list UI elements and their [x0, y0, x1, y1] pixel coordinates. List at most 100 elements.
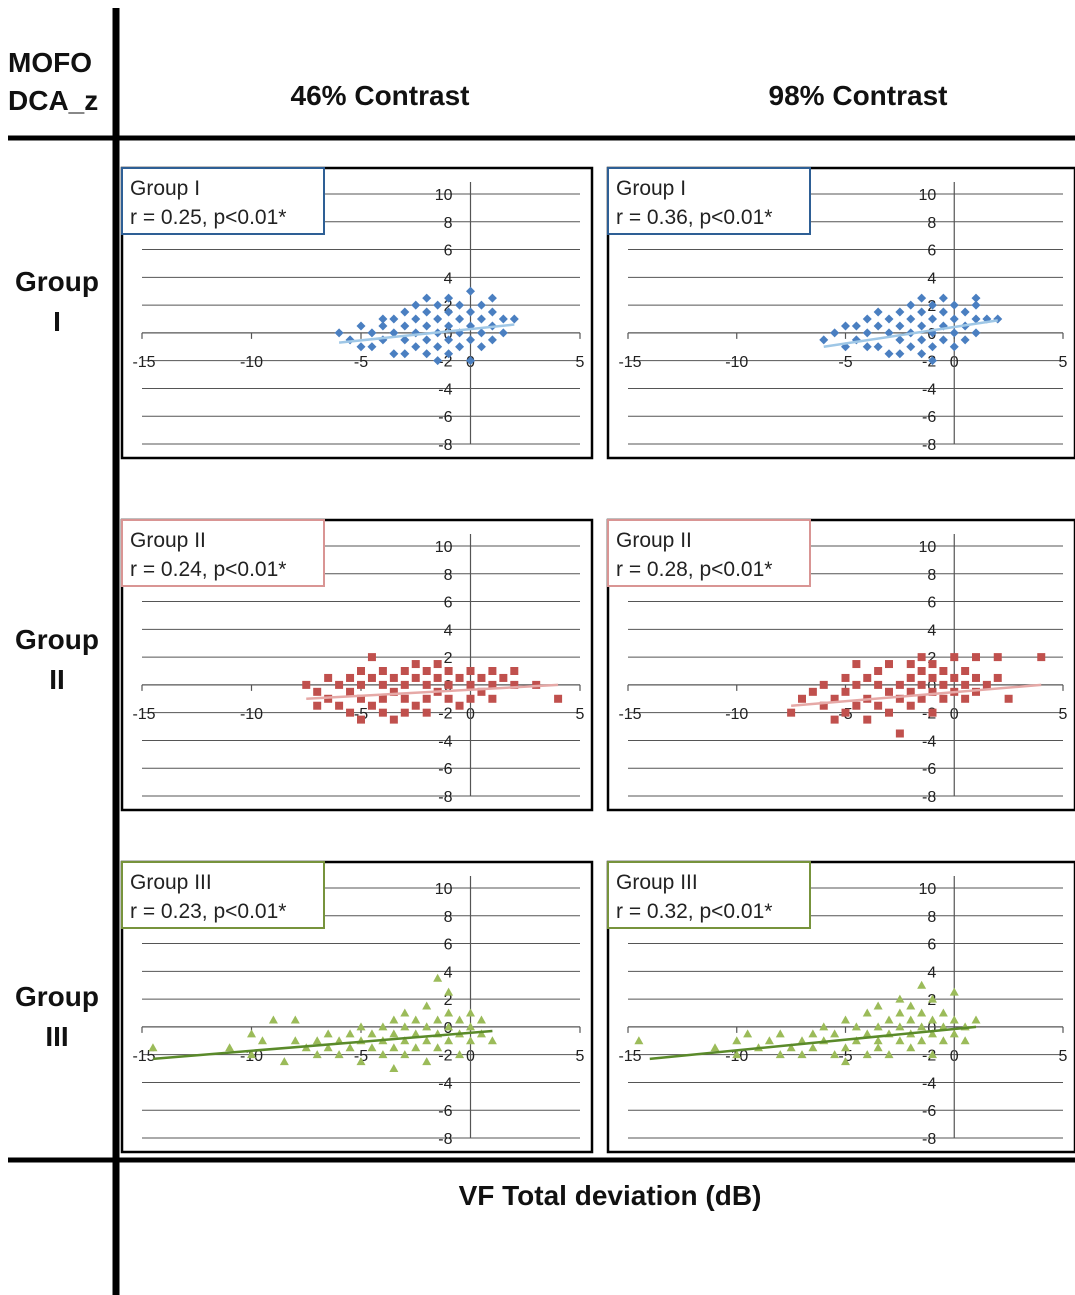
correlation-stat: r = 0.24, p<0.01* — [130, 558, 286, 581]
data-point — [357, 716, 365, 724]
data-point — [918, 667, 926, 675]
y-tick-label: -6 — [922, 1103, 936, 1120]
y-tick-label: 4 — [444, 270, 453, 287]
data-point — [896, 730, 904, 738]
x-tick-label: 5 — [1059, 1048, 1068, 1065]
data-point — [874, 667, 882, 675]
y-tick-label: 8 — [927, 215, 936, 232]
correlation-stat: r = 0.36, p<0.01* — [616, 206, 772, 229]
data-point — [994, 653, 1002, 661]
x-tick-label: -15 — [132, 354, 155, 371]
data-point — [357, 681, 365, 689]
x-tick-label: -10 — [240, 706, 263, 723]
data-point — [390, 716, 398, 724]
data-point — [961, 695, 969, 703]
correlation-stat: r = 0.32, p<0.01* — [616, 900, 772, 923]
data-point — [842, 688, 850, 696]
y-tick-label: 6 — [927, 243, 936, 260]
data-point — [379, 709, 387, 717]
data-point — [554, 695, 562, 703]
data-point — [831, 716, 839, 724]
data-point — [863, 674, 871, 682]
scatter-panel: 1086420-2-4-6-8-15-10-505Group IIIr = 0.… — [122, 862, 592, 1152]
group-label: Group II — [616, 529, 692, 552]
y-tick-label: 4 — [927, 622, 936, 639]
data-point — [874, 681, 882, 689]
data-point — [929, 660, 937, 668]
y-tick-label: 10 — [918, 187, 936, 204]
scatter-panel: 1086420-2-4-6-8-15-10-505Group Ir = 0.25… — [122, 168, 592, 458]
data-point — [401, 695, 409, 703]
group-label: Group III — [130, 871, 212, 894]
data-point — [787, 709, 795, 717]
x-tick-label: -10 — [725, 354, 748, 371]
data-point — [379, 681, 387, 689]
correlation-stat: r = 0.25, p<0.01* — [130, 206, 286, 229]
data-point — [423, 681, 431, 689]
group-label: Group III — [616, 871, 698, 894]
data-point — [896, 681, 904, 689]
data-point — [412, 702, 420, 710]
data-point — [445, 667, 453, 675]
data-point — [423, 667, 431, 675]
data-point — [324, 674, 332, 682]
data-point — [885, 660, 893, 668]
data-point — [467, 667, 475, 675]
x-tick-label: -10 — [240, 354, 263, 371]
data-point — [929, 709, 937, 717]
data-point — [961, 667, 969, 675]
x-tick-label: -15 — [618, 706, 641, 723]
y-tick-label: -8 — [922, 1131, 936, 1148]
y-tick-label: -8 — [438, 1131, 452, 1148]
data-point — [929, 674, 937, 682]
group-label: Group I — [616, 177, 686, 200]
x-tick-label: 5 — [576, 354, 585, 371]
y-tick-label: 10 — [918, 539, 936, 556]
data-point — [302, 681, 310, 689]
data-point — [852, 681, 860, 689]
y-tick-label: -4 — [438, 1075, 452, 1092]
group-label: Group I — [130, 177, 200, 200]
data-point — [423, 695, 431, 703]
data-point — [874, 702, 882, 710]
data-point — [499, 674, 507, 682]
data-point — [907, 702, 915, 710]
data-point — [456, 674, 464, 682]
y-tick-label: -4 — [438, 381, 452, 398]
data-point — [368, 653, 376, 661]
y-tick-label: 6 — [444, 937, 453, 954]
data-point — [842, 674, 850, 682]
y-tick-label: 10 — [918, 881, 936, 898]
data-point — [401, 681, 409, 689]
data-point — [939, 681, 947, 689]
y-tick-label: 6 — [444, 595, 453, 612]
y-tick-label: 4 — [444, 622, 453, 639]
scatter-panel: 1086420-2-4-6-8-15-10-505Group IIIr = 0.… — [608, 862, 1075, 1152]
y-tick-label: 8 — [444, 215, 453, 232]
y-tick-label: 8 — [927, 909, 936, 926]
y-tick-label: 4 — [444, 964, 453, 981]
y-tick-label: 10 — [435, 881, 453, 898]
data-point — [950, 674, 958, 682]
y-tick-label: -8 — [922, 437, 936, 454]
y-tick-label: 2 — [444, 650, 453, 667]
data-point — [313, 702, 321, 710]
y-tick-label: 6 — [927, 595, 936, 612]
data-point — [907, 674, 915, 682]
x-tick-label: -15 — [618, 1048, 641, 1065]
data-point — [852, 702, 860, 710]
data-point — [842, 709, 850, 717]
data-point — [401, 709, 409, 717]
y-tick-label: -4 — [922, 381, 936, 398]
x-tick-label: -5 — [354, 354, 368, 371]
y-tick-label: -8 — [922, 789, 936, 806]
data-point — [918, 653, 926, 661]
data-point — [456, 702, 464, 710]
scatter-panel: 1086420-2-4-6-8-15-10-505Group IIr = 0.2… — [608, 520, 1075, 810]
data-point — [368, 702, 376, 710]
correlation-stat: r = 0.28, p<0.01* — [616, 558, 772, 581]
y-tick-label: -6 — [922, 409, 936, 426]
y-tick-label: -4 — [922, 1075, 936, 1092]
data-point — [379, 667, 387, 675]
